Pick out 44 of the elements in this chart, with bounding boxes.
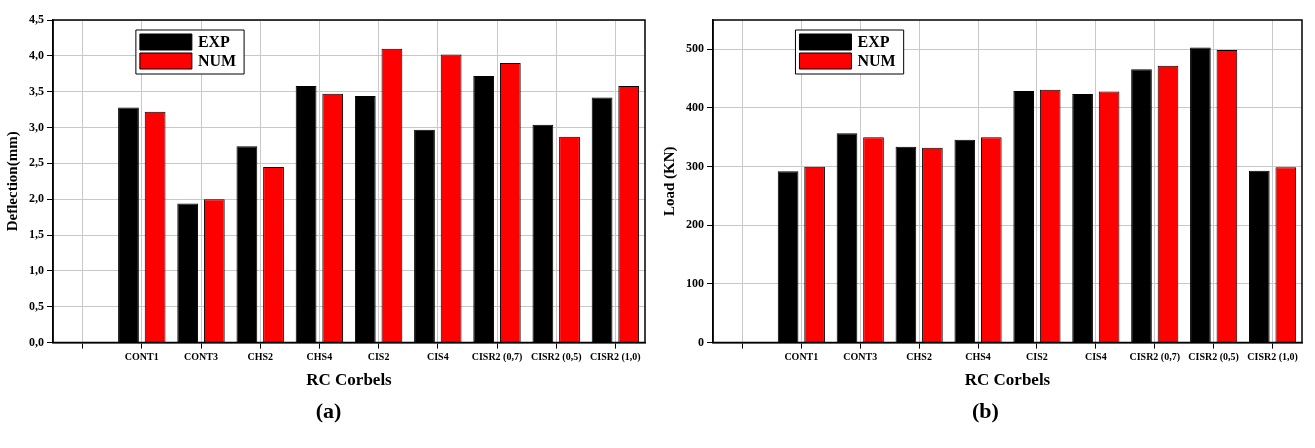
y-tick-label: 300 (686, 158, 704, 173)
x-tick-label: CHS2 (906, 351, 932, 363)
y-tick-label: 4,0 (29, 47, 44, 62)
text: (a) (314, 398, 343, 424)
y-tick-label: 2,5 (29, 155, 44, 170)
y-tick-label: 200 (686, 217, 704, 232)
legend-label: NUM (197, 51, 237, 69)
y-tick-label: 2,0 (29, 191, 44, 206)
y-tick-label: 400 (686, 100, 704, 115)
legend-label: EXP (197, 32, 231, 50)
x-tick-label: CISR2 (0,7) (1129, 351, 1181, 364)
y-tick-label: 3,0 (29, 119, 44, 134)
x-tick-label: CISR2 (0,5) (1188, 351, 1239, 364)
x-tick-label: CONT1 (124, 351, 159, 363)
y-tick-label: 4,5 (29, 12, 44, 27)
x-tick-label: CHS4 (306, 351, 333, 363)
x-tick-label: CHS2 (247, 351, 273, 363)
y-tick-label: 500 (686, 41, 704, 56)
x-axis-title: RC Corbels (306, 370, 393, 390)
x-tick-label: CISR2 (0,7) (471, 351, 523, 364)
x-tick-label: CISR2 (1,0) (590, 351, 641, 364)
x-axis-title: RC Corbels (964, 370, 1051, 390)
y-tick-label: 0,5 (29, 298, 44, 313)
y-tick-label: 0 (698, 334, 704, 349)
y-tick-label: 1,0 (29, 263, 44, 277)
x-tick-label: CIS2 (1026, 351, 1048, 363)
text: (b) (971, 398, 1000, 424)
y-tick-label: 0,0 (29, 334, 44, 349)
x-tick-label: CISR2 (1,0) (1247, 351, 1298, 364)
x-tick-label: CHS4 (965, 351, 991, 363)
y-axis-title: Load (KN) (660, 146, 678, 217)
legend-label: EXP (857, 32, 890, 50)
y-tick-label: 1,5 (29, 227, 44, 242)
y-axis-title: Deflection(mm) (3, 131, 21, 232)
x-tick-label: CIS4 (426, 351, 449, 363)
legend-label: NUM (857, 51, 896, 69)
y-tick-label: 3,5 (29, 83, 44, 98)
x-tick-label: CONT1 (784, 351, 819, 363)
x-tick-label: CONT3 (184, 351, 218, 363)
x-tick-label: CISR2 (0,5) (530, 351, 582, 364)
y-tick-label: 100 (686, 276, 704, 291)
x-tick-label: CIS2 (367, 351, 390, 363)
x-tick-label: CIS4 (1085, 351, 1107, 363)
x-tick-label: CONT3 (843, 351, 878, 363)
